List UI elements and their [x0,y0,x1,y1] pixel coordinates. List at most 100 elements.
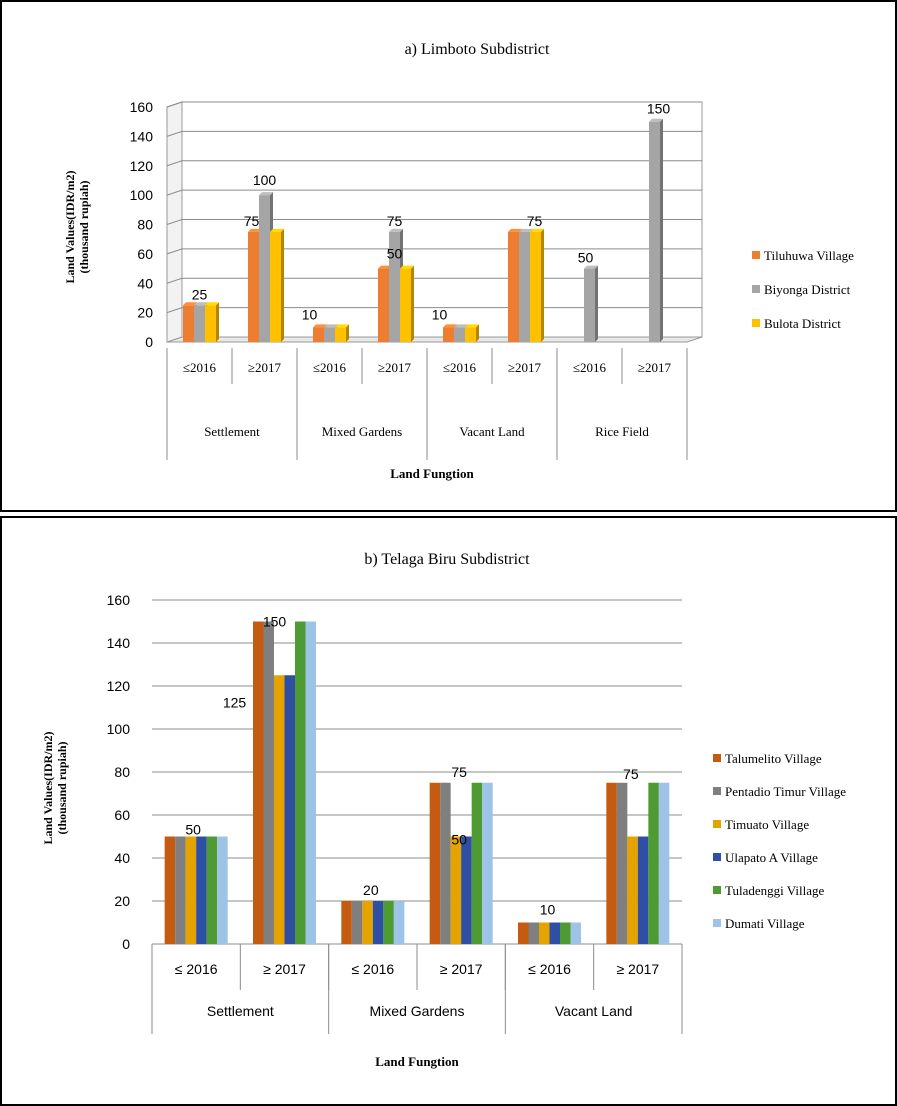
y-tick-label: 140 [107,635,131,651]
bar [206,836,218,944]
bar [658,782,670,944]
bar [637,836,649,944]
bar [443,327,454,342]
bar-side [541,228,544,342]
x-tick-label: ≥ 2017 [616,961,659,977]
bar [393,901,405,944]
bar-top [324,324,338,328]
bar [530,231,541,342]
bar [471,782,483,944]
bar [627,836,638,944]
chart-panel-limboto: a) Limboto Subdistrict Land Values(IDR/m… [0,0,897,512]
x-group-label: Rice Field [595,424,649,439]
data-label: 75 [244,213,260,229]
chart-limboto: a) Limboto Subdistrict Land Values(IDR/m… [63,41,854,481]
y-tick-label: 0 [145,334,153,350]
bar [196,836,207,944]
x-group-label: Settlement [207,1003,274,1019]
legend-swatch [713,919,721,927]
bar-top [508,228,522,232]
x-tick-label: ≤ 2016 [175,961,218,977]
bar [217,836,228,944]
bar [194,305,205,342]
bar [305,621,316,944]
bar-top [313,324,327,328]
bar [450,836,462,944]
y-axis-label: Land Values(IDR/m2) [63,170,77,283]
bar [313,327,324,342]
bar-top [454,324,468,328]
y-axis-label-unit: (thousand rupiah) [77,180,91,273]
y-tick-label: 0 [122,936,130,952]
x-group-label: Vacant Land [555,1003,633,1019]
bar [253,621,264,944]
y-tick-label: 120 [107,678,131,694]
plot-floor [166,336,703,343]
x-tick-label: ≤2016 [443,360,477,375]
x-tick-label: ≤2016 [573,360,607,375]
bar [378,268,389,342]
legend-label: Dumati Village [725,916,805,931]
bar [584,268,595,342]
y-tick-label: 40 [137,275,153,291]
bar [649,121,660,342]
bar [341,901,352,944]
bar-top [584,265,598,269]
x-group-label: Mixed Gardens [370,1003,465,1019]
y-tick-label: 60 [137,246,153,262]
data-label: 75 [387,213,403,229]
bar [461,836,472,944]
legend-label: Ulapato A Village [725,850,818,865]
y-tick-label: 80 [114,764,130,780]
bar [389,231,400,342]
bar [400,268,411,342]
data-label: 50 [451,832,467,848]
chart-telaga-biru: b) Telaga Biru Subdistrict Land Values(I… [41,551,846,1069]
chart-panel-telaga-biru: b) Telaga Biru Subdistrict Land Values(I… [0,516,897,1106]
x-group-label: Vacant Land [459,424,525,439]
bar [570,922,581,944]
data-label: 100 [253,172,277,188]
bar [295,621,306,944]
x-tick-label: ≤2016 [313,360,347,375]
bar [465,327,476,342]
y-tick-label: 20 [114,893,130,909]
bar-top [378,265,392,269]
y-tick-label: 120 [130,158,154,174]
y-tick-label: 40 [114,850,130,866]
y-tick-label: 140 [130,128,154,144]
bar [175,836,186,944]
bar-top [465,324,479,328]
y-axis-label: Land Values(IDR/m2) [41,731,55,844]
bar [539,922,550,944]
data-label: 50 [185,822,201,838]
x-tick-label: ≤ 2016 [528,961,571,977]
bar [440,782,451,944]
legend-label: Pentadio Timur Village [725,784,846,799]
bar [270,231,281,342]
data-label: 20 [363,882,379,898]
x-axis-label: Land Fungtion [390,466,474,481]
bar-top [519,228,533,232]
legend-swatch [752,319,760,327]
bar [616,782,628,944]
bar [606,782,617,944]
bar [482,782,493,944]
legend-swatch [713,787,721,795]
bar [284,675,295,944]
bar-side [346,324,349,342]
bar-top [530,228,544,232]
data-label: 150 [263,614,287,630]
bar-top [443,324,457,328]
y-tick-label: 20 [137,305,153,321]
y-tick-label: 100 [130,187,154,203]
bar [351,901,363,944]
x-group-label: Mixed Gardens [322,424,403,439]
bar [648,782,659,944]
gridline [166,160,702,167]
bar-side [660,118,663,342]
bar [372,901,384,944]
bar [263,621,274,944]
gridline [166,101,702,108]
bar [560,922,571,944]
